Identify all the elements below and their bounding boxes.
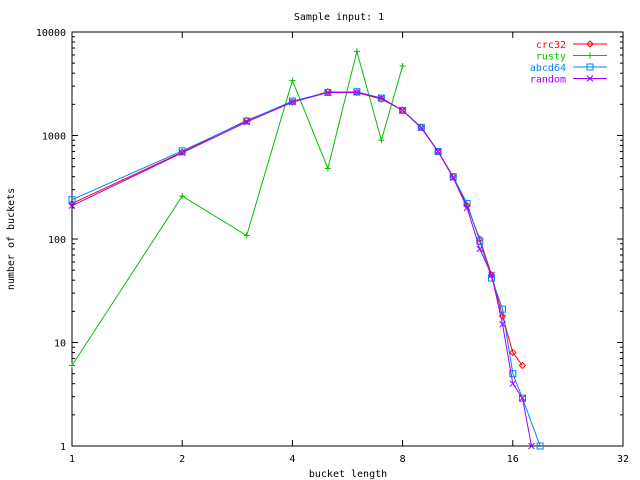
x-tick-label: 2 <box>179 454 185 465</box>
y-tick-label: 10 <box>54 339 66 350</box>
data-point <box>68 202 76 210</box>
legend-label: rusty <box>536 52 566 63</box>
data-point <box>399 62 406 69</box>
data-point <box>463 200 471 208</box>
y-tick-label: 100 <box>48 235 66 246</box>
data-point <box>528 442 535 450</box>
series-line <box>71 49 404 366</box>
data-point <box>488 271 495 279</box>
data-point <box>463 204 471 212</box>
data-point <box>519 394 526 402</box>
data-point <box>509 380 517 388</box>
x-tick-label: 32 <box>617 454 629 465</box>
series-line <box>71 91 523 366</box>
data-point <box>324 89 332 96</box>
data-point <box>518 361 527 370</box>
series-rusty <box>69 48 406 369</box>
y-axis-label: number of buckets <box>6 188 17 290</box>
data-point <box>587 52 593 59</box>
data-point <box>509 370 517 378</box>
data-point <box>68 196 76 204</box>
data-point <box>499 320 506 328</box>
data-point <box>243 118 251 126</box>
x-tick-label: 4 <box>289 454 295 465</box>
series-line <box>71 92 533 447</box>
legend-label: crc32 <box>536 40 566 51</box>
data-point <box>518 394 526 402</box>
data-point <box>378 137 385 144</box>
data-point <box>434 148 442 155</box>
data-point <box>434 148 442 156</box>
data-point <box>399 106 407 114</box>
legend-label: random <box>530 75 566 86</box>
data-point <box>586 75 594 82</box>
chart-title: Sample input: 1 <box>294 12 384 23</box>
data-point <box>399 106 406 114</box>
data-point <box>353 88 361 96</box>
data-point <box>377 94 385 102</box>
data-point <box>378 94 385 102</box>
data-point <box>289 77 296 84</box>
series-crc32 <box>68 87 527 370</box>
data-point <box>449 174 457 182</box>
data-point <box>449 173 457 181</box>
data-point <box>179 193 186 200</box>
data-point <box>353 89 361 96</box>
data-point <box>69 362 75 369</box>
series-random <box>68 89 535 450</box>
legend-label: abcd64 <box>530 63 566 74</box>
data-point <box>324 165 331 172</box>
data-point <box>586 40 594 48</box>
x-axis-label: bucket length <box>309 469 387 480</box>
x-tick-label: 1 <box>69 454 75 465</box>
series-abcd64 <box>68 88 544 450</box>
data-point <box>476 245 484 253</box>
x-tick-label: 8 <box>400 454 406 465</box>
data-point <box>289 98 296 106</box>
data-point <box>417 123 425 131</box>
data-point <box>68 199 76 208</box>
series-line <box>71 91 541 447</box>
y-tick-label: 1 <box>60 442 66 453</box>
y-tick-label: 10000 <box>36 28 66 39</box>
data-point <box>178 149 186 157</box>
x-tick-label: 16 <box>507 454 519 465</box>
y-tick-label: 1000 <box>42 132 66 143</box>
data-point <box>243 232 250 239</box>
data-point <box>509 348 517 357</box>
data-point <box>586 63 594 71</box>
data-point <box>353 48 360 55</box>
data-point <box>476 237 484 245</box>
data-point <box>536 442 544 450</box>
data-point <box>417 124 425 132</box>
